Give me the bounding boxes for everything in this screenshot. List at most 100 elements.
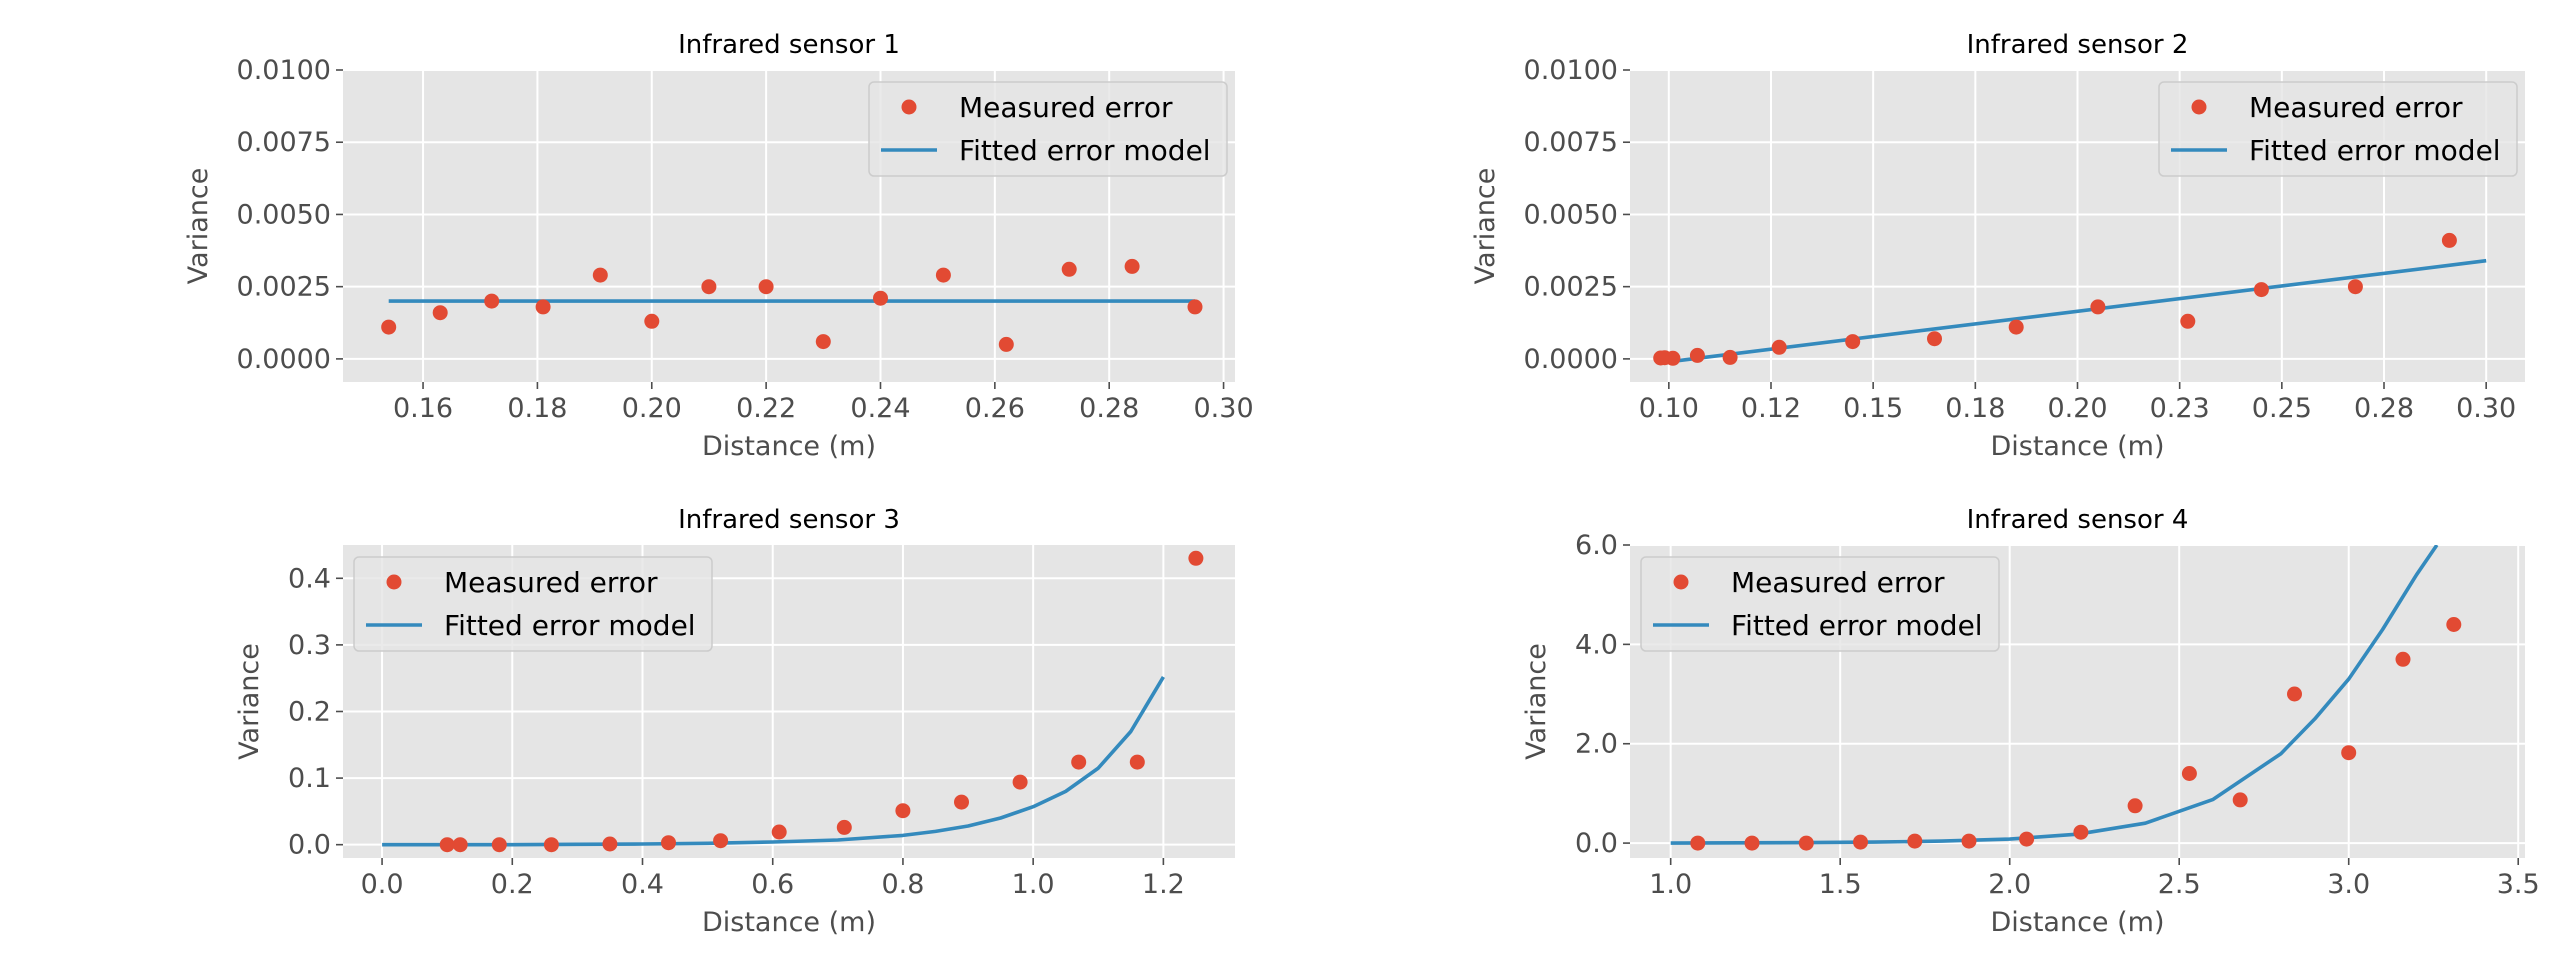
x-tick-label: 1.0 bbox=[1012, 869, 1055, 900]
series-layer bbox=[1668, 258, 2487, 364]
measured-point bbox=[535, 299, 551, 315]
subplot-title: Infrared sensor 4 bbox=[1967, 505, 2189, 535]
fitted-line bbox=[1668, 258, 2487, 364]
measured-point bbox=[895, 803, 911, 819]
x-tick-label: 0.22 bbox=[736, 393, 796, 424]
x-tick-label: 3.0 bbox=[2327, 869, 2370, 900]
legend-label-measured: Measured error bbox=[2249, 91, 2463, 124]
y-tick-label: 0.1 bbox=[288, 763, 331, 794]
measured-point bbox=[2008, 319, 2024, 335]
measured-point bbox=[1690, 835, 1706, 851]
x-tick-label: 0.26 bbox=[965, 393, 1025, 424]
measured-point bbox=[2395, 651, 2411, 667]
measured-point bbox=[2441, 232, 2457, 248]
y-tick-label: 0.0100 bbox=[237, 55, 331, 86]
x-tick-label: 0.28 bbox=[2354, 393, 2414, 424]
x-tick-label: 1.0 bbox=[1649, 869, 1692, 900]
measured-point bbox=[701, 279, 717, 295]
measured-point bbox=[2341, 745, 2357, 761]
measured-point bbox=[2287, 686, 2302, 702]
x-tick-label: 0.30 bbox=[1194, 393, 1254, 424]
y-tick-label: 2.0 bbox=[1575, 729, 1618, 760]
measured-point bbox=[1071, 754, 1087, 770]
measured-point bbox=[432, 305, 448, 321]
fitted-line bbox=[1670, 545, 2439, 845]
measured-point bbox=[836, 819, 852, 835]
subplot-4: 1.0 1.5 2.0 2.5 3.0 3.5 0.0 2.0 4.0 6.0 Infrared s… bbox=[1521, 505, 2540, 938]
legend: Measured error Fitted error model bbox=[353, 556, 713, 652]
x-tick-label: 0.18 bbox=[1945, 393, 2005, 424]
y-tick-label: 0.0075 bbox=[1524, 127, 1618, 158]
measured-point bbox=[935, 267, 951, 283]
measured-point bbox=[2019, 831, 2035, 847]
legend-marker-measured bbox=[386, 574, 402, 590]
x-tick-label: 0.28 bbox=[1079, 393, 1139, 424]
y-tick-label: 0.0 bbox=[288, 830, 331, 861]
measured-point bbox=[381, 319, 397, 335]
x-tick-label: 0.25 bbox=[2252, 393, 2312, 424]
subplot-title: Infrared sensor 2 bbox=[1967, 30, 2189, 60]
measured-point bbox=[771, 824, 787, 840]
legend-box bbox=[353, 556, 713, 652]
y-tick-label: 0.3 bbox=[288, 630, 331, 661]
legend: Measured error Fitted error model bbox=[2158, 81, 2518, 177]
y-tick-label: 0.4 bbox=[288, 563, 331, 594]
measured-point bbox=[2090, 299, 2106, 315]
legend-box bbox=[868, 81, 1228, 177]
y-tick-label: 0.0000 bbox=[237, 344, 331, 375]
x-tick-label: 0.0 bbox=[361, 869, 404, 900]
x-tick-label: 2.0 bbox=[1988, 869, 2031, 900]
legend-marker-measured bbox=[1673, 574, 1689, 590]
y-tick-label: 0.2 bbox=[288, 696, 331, 727]
measured-point bbox=[873, 290, 888, 306]
x-tick-label: 0.10 bbox=[1639, 393, 1699, 424]
y-tick-label: 0.0000 bbox=[1524, 344, 1618, 375]
x-tick-label: 0.24 bbox=[850, 393, 910, 424]
measured-point bbox=[998, 336, 1014, 352]
x-tick-label: 0.20 bbox=[2047, 393, 2107, 424]
legend-label-measured: Measured error bbox=[444, 566, 658, 599]
measured-point bbox=[602, 836, 618, 852]
measured-point bbox=[1744, 835, 1760, 851]
legend-label-fitted: Fitted error model bbox=[444, 609, 696, 642]
x-tick-label: 0.20 bbox=[622, 393, 682, 424]
y-axis-label: Variance bbox=[1470, 168, 1501, 285]
x-tick-label: 1.2 bbox=[1142, 869, 1185, 900]
legend-label-fitted: Fitted error model bbox=[959, 134, 1211, 167]
measured-point bbox=[758, 279, 774, 295]
measured-point bbox=[1853, 834, 1868, 850]
x-tick-label: 2.5 bbox=[2158, 869, 2201, 900]
y-tick-label: 0.0050 bbox=[237, 199, 331, 230]
subplot-title: Infrared sensor 1 bbox=[678, 30, 900, 60]
measured-point bbox=[1061, 261, 1077, 277]
y-tick-label: 0.0025 bbox=[237, 272, 331, 303]
measured-point bbox=[1012, 774, 1028, 790]
measured-point bbox=[1187, 299, 1203, 315]
measured-point bbox=[1129, 754, 1145, 770]
legend-label-measured: Measured error bbox=[1731, 566, 1945, 599]
x-tick-label: 1.5 bbox=[1819, 869, 1862, 900]
y-tick-label: 0.0 bbox=[1575, 828, 1618, 859]
measured-point bbox=[1845, 334, 1861, 350]
measured-point bbox=[2127, 798, 2143, 814]
y-tick-label: 0.0075 bbox=[237, 127, 331, 158]
x-tick-label: 0.23 bbox=[2150, 393, 2210, 424]
y-tick-label: 0.0100 bbox=[1524, 55, 1618, 86]
x-axis-label: Distance (m) bbox=[1990, 431, 2164, 462]
x-tick-label: 0.30 bbox=[2456, 393, 2516, 424]
subplot-2: 0.10 0.12 0.15 0.18 0.20 0.23 0.25 0.28 0.30 0.00… bbox=[1470, 30, 2525, 462]
measured-point bbox=[1722, 349, 1738, 365]
y-tick-label: 4.0 bbox=[1575, 629, 1618, 660]
measured-point bbox=[1771, 339, 1787, 355]
y-tick-label: 0.0025 bbox=[1524, 272, 1618, 303]
measured-point bbox=[1798, 835, 1814, 851]
measured-point bbox=[2181, 766, 2197, 781]
legend-box bbox=[2158, 81, 2518, 177]
x-axis-label: Distance (m) bbox=[702, 907, 876, 938]
legend-marker-measured bbox=[2191, 99, 2207, 115]
x-tick-label: 0.8 bbox=[881, 869, 924, 900]
y-axis-label: Variance bbox=[1521, 643, 1552, 760]
x-tick-label: 0.15 bbox=[1843, 393, 1903, 424]
x-tick-label: 3.5 bbox=[2497, 869, 2540, 900]
